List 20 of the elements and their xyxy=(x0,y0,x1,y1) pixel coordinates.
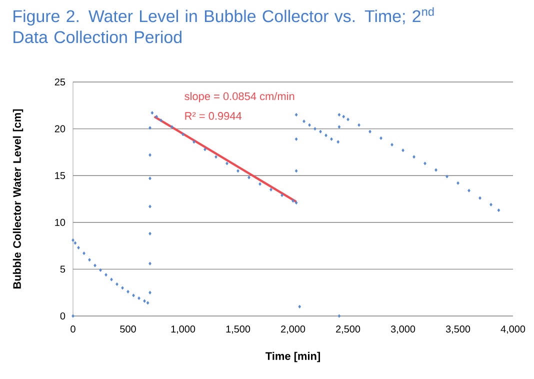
y-tick-label: 10 xyxy=(55,218,66,226)
y-tick-label: 15 xyxy=(55,172,66,180)
x-tick-label: 3,000 xyxy=(390,326,416,334)
y-tick-label: 25 xyxy=(54,78,66,86)
chart-title: Figure 2. Water Level in Bubble Collector vs. Time; 2$^{nd}$ Data Collection Period xyxy=(14,7,434,44)
annotation: slope = 0.0854 cm/min xyxy=(184,92,294,102)
x-tick-label: 4,000 xyxy=(500,326,526,334)
x-tick-label: 1,500 xyxy=(226,326,250,334)
x-tick-label: 1,000 xyxy=(171,326,196,334)
x-tick-label: 500 xyxy=(120,326,136,333)
annotation: R² = 0.9944 xyxy=(185,112,242,120)
x-tick-label: 0 xyxy=(70,326,76,333)
y-axis-title: Bubble Collector Water Level [cm] xyxy=(12,109,24,288)
x-tick-label: 2,500 xyxy=(336,326,360,334)
y-tick-label: 20 xyxy=(54,125,66,132)
y-tick-label: 0 xyxy=(60,312,66,320)
x-axis-title: Time [min] xyxy=(266,352,320,362)
y-tick-label: 5 xyxy=(60,266,66,273)
x-tick-label: 2,000 xyxy=(281,326,306,334)
x-tick-label: 3,500 xyxy=(446,326,470,334)
